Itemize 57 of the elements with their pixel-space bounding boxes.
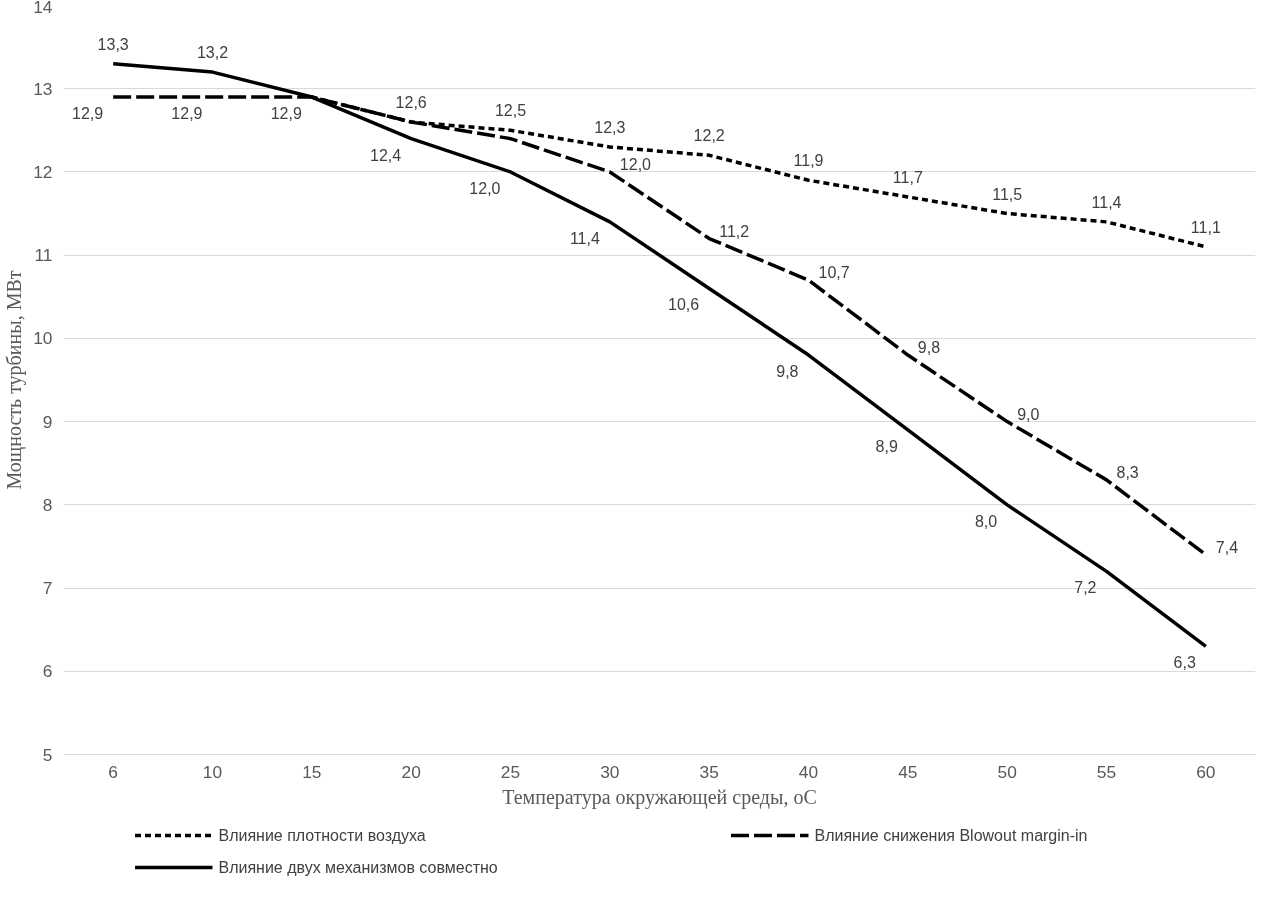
- data-label: 12,3: [594, 118, 626, 136]
- x-tick-label: 45: [898, 761, 918, 782]
- data-label: 9,8: [917, 339, 941, 357]
- x-tick-label: 10: [202, 761, 223, 782]
- x-tick-label: 15: [302, 761, 322, 782]
- data-label: 8,3: [1116, 463, 1139, 481]
- y-tick-label: 6: [42, 661, 53, 682]
- y-axis-title: Мощность турбины, МВт: [3, 270, 27, 490]
- y-tick-label: 9: [42, 411, 53, 432]
- data-label: 12,2: [693, 127, 725, 145]
- data-label: 8,0: [974, 512, 998, 530]
- legend-label: Влияние плотности воздуха: [218, 827, 426, 844]
- data-label: 11,5: [992, 185, 1023, 203]
- data-label: 10,7: [818, 264, 850, 282]
- data-label: 10,6: [668, 296, 700, 314]
- y-tick-label: 10: [33, 328, 53, 349]
- x-tick-label: 6: [108, 761, 118, 782]
- legend-label: Влияние двух механизмов совместно: [218, 859, 498, 876]
- x-tick-label: 40: [798, 761, 819, 782]
- data-label: 7,2: [1074, 579, 1097, 597]
- data-label: 11,9: [793, 152, 824, 170]
- y-tick-label: 8: [42, 494, 53, 515]
- data-label: 9,8: [776, 363, 799, 381]
- x-axis-title: Температура окружающей среды, оС: [502, 785, 817, 809]
- x-tick-label: 50: [997, 761, 1017, 782]
- data-label: 6,3: [1173, 654, 1196, 672]
- y-tick-label: 5: [42, 744, 53, 765]
- data-label: 12,4: [370, 146, 402, 164]
- data-label: 13,3: [97, 35, 129, 53]
- x-tick-label: 20: [401, 761, 421, 782]
- data-label: 11,4: [569, 229, 600, 247]
- data-label: 12,6: [395, 94, 427, 112]
- data-label: 12,9: [72, 105, 104, 123]
- data-label: 11,4: [1091, 193, 1122, 211]
- y-tick-label: 13: [33, 78, 53, 99]
- data-label: 11,1: [1190, 218, 1221, 236]
- x-tick-label: 30: [600, 761, 620, 782]
- data-label: 8,9: [875, 437, 898, 455]
- data-label: 12,0: [619, 155, 652, 173]
- data-label: 13,2: [196, 44, 229, 62]
- x-tick-label: 60: [1196, 761, 1216, 782]
- y-tick-label: 7: [42, 578, 53, 599]
- legend-label: Влияние снижения Blowout margin-in: [814, 827, 1088, 844]
- y-tick-label: 11: [34, 245, 53, 266]
- data-label: 12,0: [469, 179, 501, 197]
- data-label: 12,9: [171, 105, 203, 123]
- data-label: 9,0: [1017, 405, 1040, 423]
- x-tick-label: 55: [1096, 761, 1117, 782]
- y-tick-label: 14: [33, 0, 53, 17]
- data-label: 11,7: [892, 168, 923, 186]
- x-tick-label: 35: [699, 761, 719, 782]
- data-label: 11,2: [719, 222, 750, 240]
- data-label: 12,5: [494, 102, 527, 120]
- y-tick-label: 12: [33, 161, 53, 182]
- x-tick-label: 25: [500, 761, 521, 782]
- data-label: 7,4: [1215, 538, 1239, 556]
- data-label: 12,9: [270, 105, 302, 123]
